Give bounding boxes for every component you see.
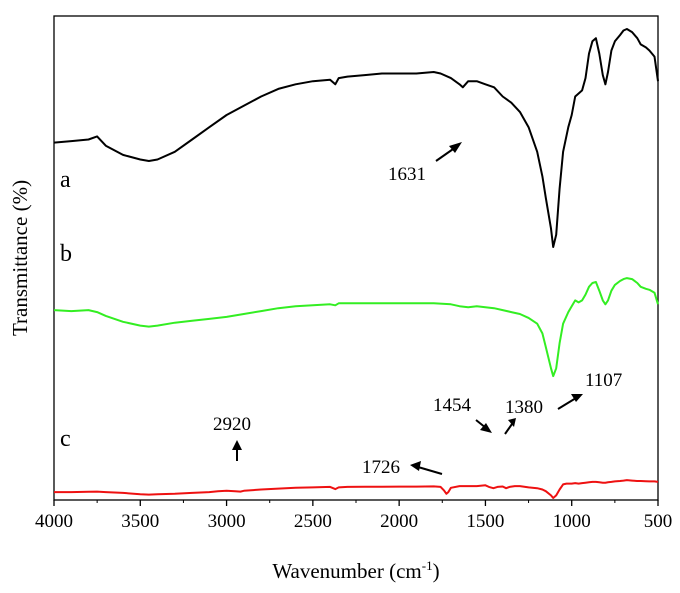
x-tick-label-500: 500 bbox=[644, 511, 673, 532]
x-tick-label-3500: 3500 bbox=[121, 511, 159, 532]
annotation-2920-label: 2920 bbox=[213, 414, 251, 435]
plot-frame bbox=[53, 15, 659, 501]
annotation-1726-arrowhead bbox=[410, 461, 421, 471]
annotation-1631-arrowhead bbox=[449, 142, 462, 153]
annotation-1107-label: 1107 bbox=[585, 370, 622, 391]
x-tick-label-2000: 2000 bbox=[380, 511, 418, 532]
y-axis-title: Transmittance (%) bbox=[8, 180, 32, 336]
series-line-b bbox=[53, 277, 659, 378]
x-tick-label-1000: 1000 bbox=[553, 511, 591, 532]
annotation-1454: 1454 bbox=[433, 395, 492, 433]
x-axis-ticks: 4000 3500 3000 2500 2000 1500 1000 500 bbox=[35, 500, 672, 532]
x-tick-label-3000: 3000 bbox=[208, 511, 246, 532]
annotation-1454-arrowhead bbox=[480, 423, 492, 433]
annotation-1726-arrow bbox=[417, 466, 443, 475]
annotation-1380-arrowhead bbox=[508, 418, 516, 427]
series-line-a bbox=[53, 28, 659, 248]
series-label-b: b bbox=[60, 241, 72, 267]
annotation-1631-label: 1631 bbox=[388, 164, 426, 185]
series-label-a: a bbox=[60, 167, 71, 193]
x-tick-label-2500: 2500 bbox=[294, 511, 332, 532]
annotation-1454-label: 1454 bbox=[433, 395, 472, 416]
annotation-1107-arrowhead bbox=[571, 394, 583, 402]
annotation-1107: 1107 bbox=[557, 370, 622, 410]
annotation-1380-arrow bbox=[504, 423, 513, 435]
series-label-c: c bbox=[60, 426, 71, 452]
x-tick-label-4000: 4000 bbox=[35, 511, 73, 532]
x-tick-label-1500: 1500 bbox=[466, 511, 504, 532]
annotation-2920-arrowhead bbox=[232, 440, 242, 450]
series-group bbox=[53, 28, 659, 499]
annotation-2920: 2920 bbox=[213, 414, 251, 461]
annotation-1107-arrow bbox=[557, 397, 577, 410]
x-axis-title: Wavenumber (cm-1) bbox=[272, 558, 439, 583]
annotation-1380-label: 1380 bbox=[505, 397, 543, 418]
annotation-1631: 1631 bbox=[388, 142, 462, 185]
annotation-1380: 1380 bbox=[504, 397, 543, 435]
series-line-c bbox=[54, 479, 659, 499]
annotation-1726: 1726 bbox=[362, 457, 443, 478]
annotation-1726-label: 1726 bbox=[362, 457, 400, 478]
